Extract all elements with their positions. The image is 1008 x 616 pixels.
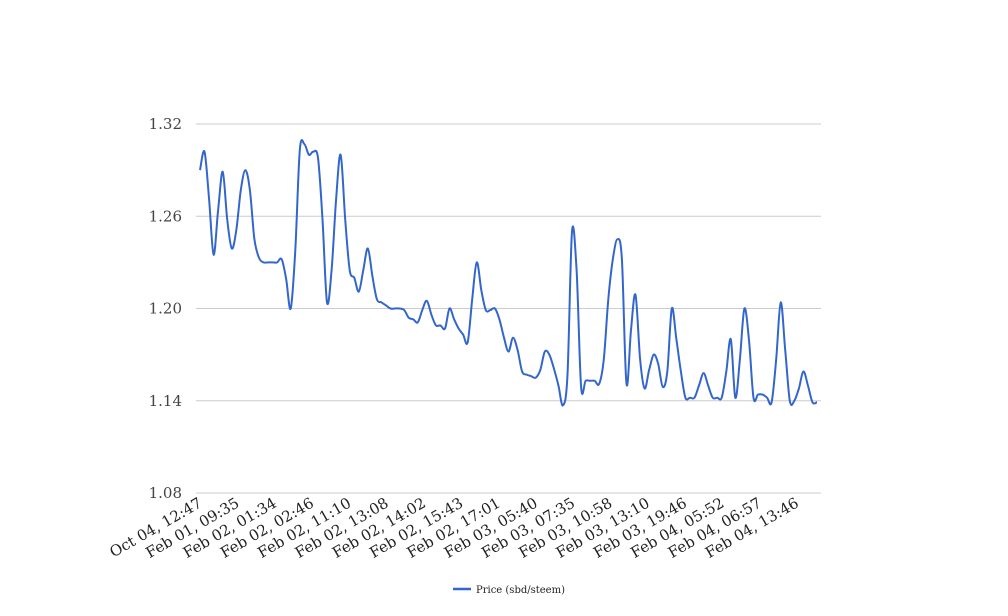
y-tick-label: 1.26 (149, 207, 182, 225)
y-axis-ticks: 1.08 1.14 1.20 1.26 1.32 (149, 115, 182, 502)
y-tick-label: 1.08 (149, 484, 182, 502)
series-line-price (199, 139, 818, 407)
gridlines (196, 123, 821, 494)
y-tick-label: 1.32 (149, 115, 182, 133)
y-tick-label: 1.14 (149, 392, 182, 410)
y-tick-label: 1.20 (149, 300, 182, 318)
legend[interactable]: Price (sbd/steem) (453, 585, 565, 596)
legend-label: Price (sbd/steem) (476, 585, 565, 596)
